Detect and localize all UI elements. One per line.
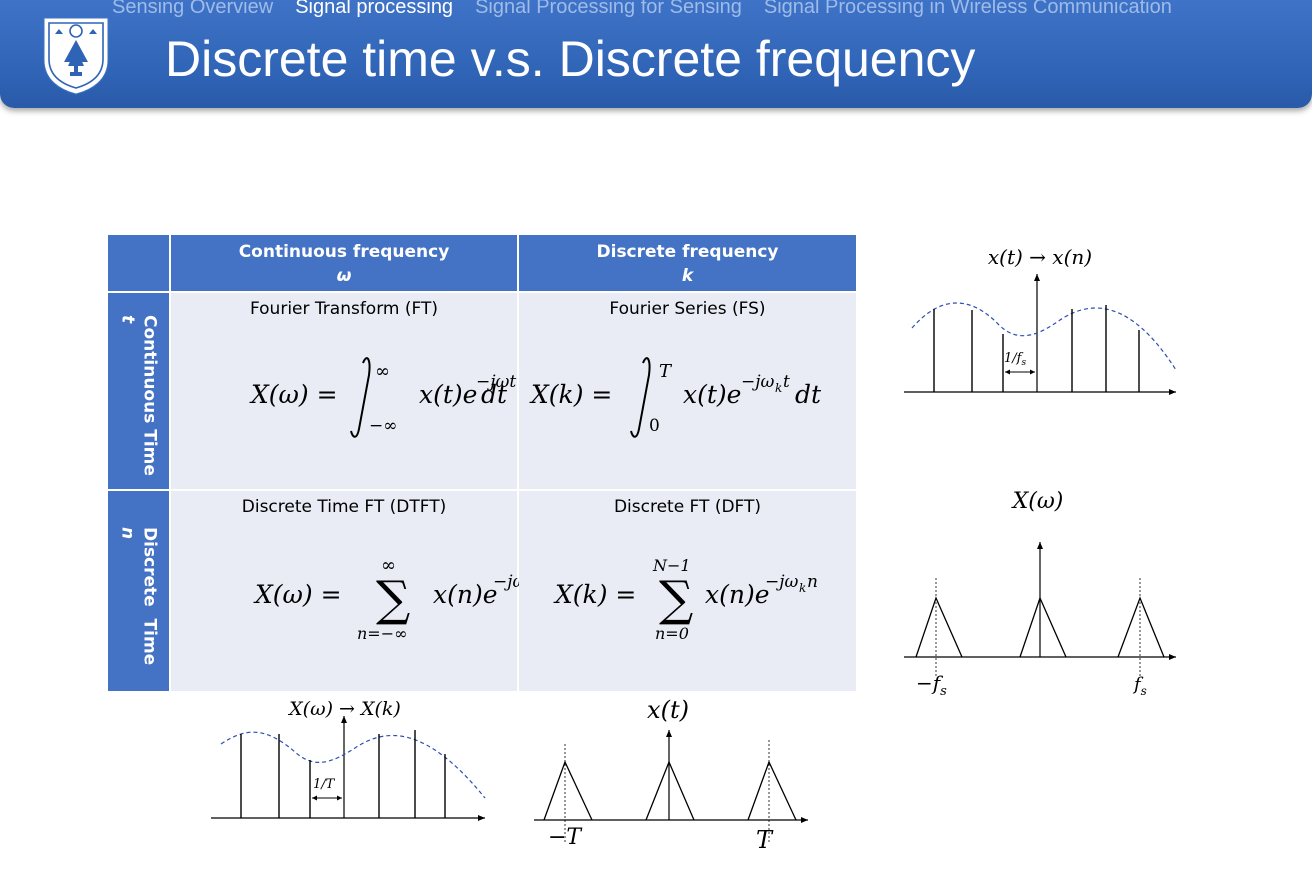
col-header-var: k (681, 266, 694, 286)
periodic-signal-figure: x(t) −T T (534, 696, 808, 854)
pulse-guides (564, 740, 770, 842)
nav-item-signal-processing-for-sensing[interactable]: Signal Processing for Sensing (475, 0, 742, 18)
interval-label: 1/T (313, 777, 336, 792)
ft-dt: dt (481, 380, 508, 409)
svg-text:T: T (659, 361, 673, 382)
svg-text:X(k) =: X(k) = (529, 380, 612, 409)
spectrum-figure: X(ω) −fs fs (904, 489, 1176, 699)
cell-caption: Discrete Time FT (DTFT) (241, 497, 447, 517)
dtft-equation: X(ω) = ∑ ∞ n=−∞ x(n)e −jωn (253, 555, 519, 643)
axis-arrow-icon (666, 730, 672, 737)
svg-text:−jωt: −jωt (476, 372, 516, 392)
axis-arrow-icon (1037, 542, 1043, 549)
row-header-continuous-time: Continuous Time t (106, 291, 171, 491)
figure-title: x(t) (647, 696, 689, 724)
slide-header: Sensing Overview Signal processing Signa… (0, 0, 1312, 108)
svg-text:X(k) =: X(k) = (553, 580, 636, 609)
svg-text:n=−∞: n=−∞ (357, 624, 407, 643)
interval-label: 1/fs (1004, 351, 1026, 368)
slide-title: Discrete time v.s. Discrete frequency (165, 31, 976, 87)
cell-caption: Discrete FT (DFT) (613, 497, 762, 517)
cell-fs: Fourier Series (FS) X(k) = T 0 x(t)e −jω… (517, 291, 858, 491)
svg-text:dt: dt (795, 380, 822, 409)
axis-arrow-icon (801, 817, 808, 823)
svg-text:k: k (775, 381, 782, 395)
neg-period-label: −T (548, 825, 583, 850)
nav-item-sensing-overview[interactable]: Sensing Overview (112, 0, 274, 18)
col-header-var: ω (336, 266, 352, 286)
periodic-pulses (543, 760, 797, 821)
figure-title: x(t) → x(n) (988, 245, 1092, 269)
cell-dtft: Discrete Time FT (DTFT) X(ω) = ∑ ∞ n=−∞ … (169, 489, 519, 693)
svg-text:x(t)e: x(t)e (419, 380, 477, 409)
svg-text:−jω: −jω (741, 372, 775, 392)
sample-stems (240, 730, 446, 818)
svg-text:x(t)e: x(t)e (683, 380, 741, 409)
svg-text:k: k (799, 581, 806, 595)
svg-text:N−1: N−1 (652, 556, 691, 575)
transform-table: Continuous frequency ω Discrete frequenc… (106, 233, 858, 693)
col-header-continuous-frequency: Continuous frequency ω (169, 233, 519, 293)
dft-equation: X(k) = ∑ N−1 n=0 x(n)e −jω k n (553, 556, 818, 643)
signal-envelope (911, 302, 1177, 371)
col-header-label: Discrete frequency (596, 242, 779, 262)
svg-text:−jω: −jω (765, 572, 799, 592)
svg-text:−∞: −∞ (369, 416, 397, 436)
section-nav: Sensing Overview Signal processing Signa… (112, 0, 1172, 24)
fs-equation: X(k) = T 0 x(t)e −jω k t dt (529, 357, 822, 438)
row-header-text: Discrete Time (139, 527, 160, 666)
svg-text:t: t (783, 372, 790, 392)
svg-text:∑: ∑ (376, 571, 410, 627)
neg-fs-label: −fs (916, 671, 947, 699)
svg-text:∞: ∞ (375, 361, 390, 382)
figure-title: X(ω) (1011, 489, 1064, 514)
row-header-var: t (117, 315, 138, 324)
svg-text:X(ω) =: X(ω) = (253, 580, 342, 609)
row-header-label: Discrete Time n (117, 527, 161, 665)
svg-text:−jωn: −jωn (493, 572, 519, 592)
cell-caption: Fourier Series (FS) (609, 299, 766, 319)
nav-item-signal-processing-wireless[interactable]: Signal Processing in Wireless Communicat… (763, 0, 1172, 18)
svg-text:0: 0 (649, 416, 660, 436)
spectrum-envelope (220, 731, 486, 799)
figure-title: X(ω) → X(k) (287, 698, 401, 720)
svg-text:n: n (807, 572, 818, 592)
svg-text:X(ω) =: X(ω) = (249, 380, 338, 409)
pos-period-label: T (756, 826, 774, 854)
ft-equation: X(ω) = ∞ −∞ x(t)e −jωt dt (249, 357, 516, 438)
table-corner (106, 233, 171, 293)
svg-text:∞: ∞ (381, 555, 396, 576)
row-header-var: n (117, 527, 138, 540)
freq-sampling-figure: X(ω) → X(k) 1/T (211, 698, 486, 821)
row-header-discrete-time: Discrete Time n (106, 489, 171, 693)
nav-item-signal-processing[interactable]: Signal processing (295, 0, 454, 18)
row-header-label: Continuous Time t (117, 315, 161, 476)
col-header-label: Continuous frequency (238, 242, 450, 262)
sample-stems (933, 305, 1140, 392)
cell-caption: Fourier Transform (FT) (249, 299, 438, 319)
row-header-text: Continuous Time (139, 315, 160, 476)
cell-ft: Fourier Transform (FT) X(ω) = ∞ −∞ x(t)e… (169, 291, 519, 491)
university-logo-icon (43, 17, 109, 95)
svg-text:x(n)e: x(n)e (433, 580, 498, 609)
pos-fs-label: fs (1132, 674, 1147, 698)
svg-text:x(n)e: x(n)e (705, 580, 770, 609)
sampling-figure: x(t) → x(n) 1/fs (904, 245, 1177, 395)
cell-dft: Discrete FT (DFT) X(k) = ∑ N−1 n=0 x(n)e… (517, 489, 858, 693)
axis-arrow-icon (1169, 389, 1176, 395)
axis-arrow-icon (1169, 654, 1176, 660)
svg-text:∑: ∑ (659, 571, 693, 627)
replica-guides (935, 578, 1141, 678)
svg-text:n=0: n=0 (655, 624, 689, 643)
axis-arrow-icon (341, 716, 347, 723)
axis-arrow-icon (1034, 274, 1040, 281)
col-header-discrete-frequency: Discrete frequency k (517, 233, 858, 293)
axis-arrow-icon (478, 815, 485, 821)
